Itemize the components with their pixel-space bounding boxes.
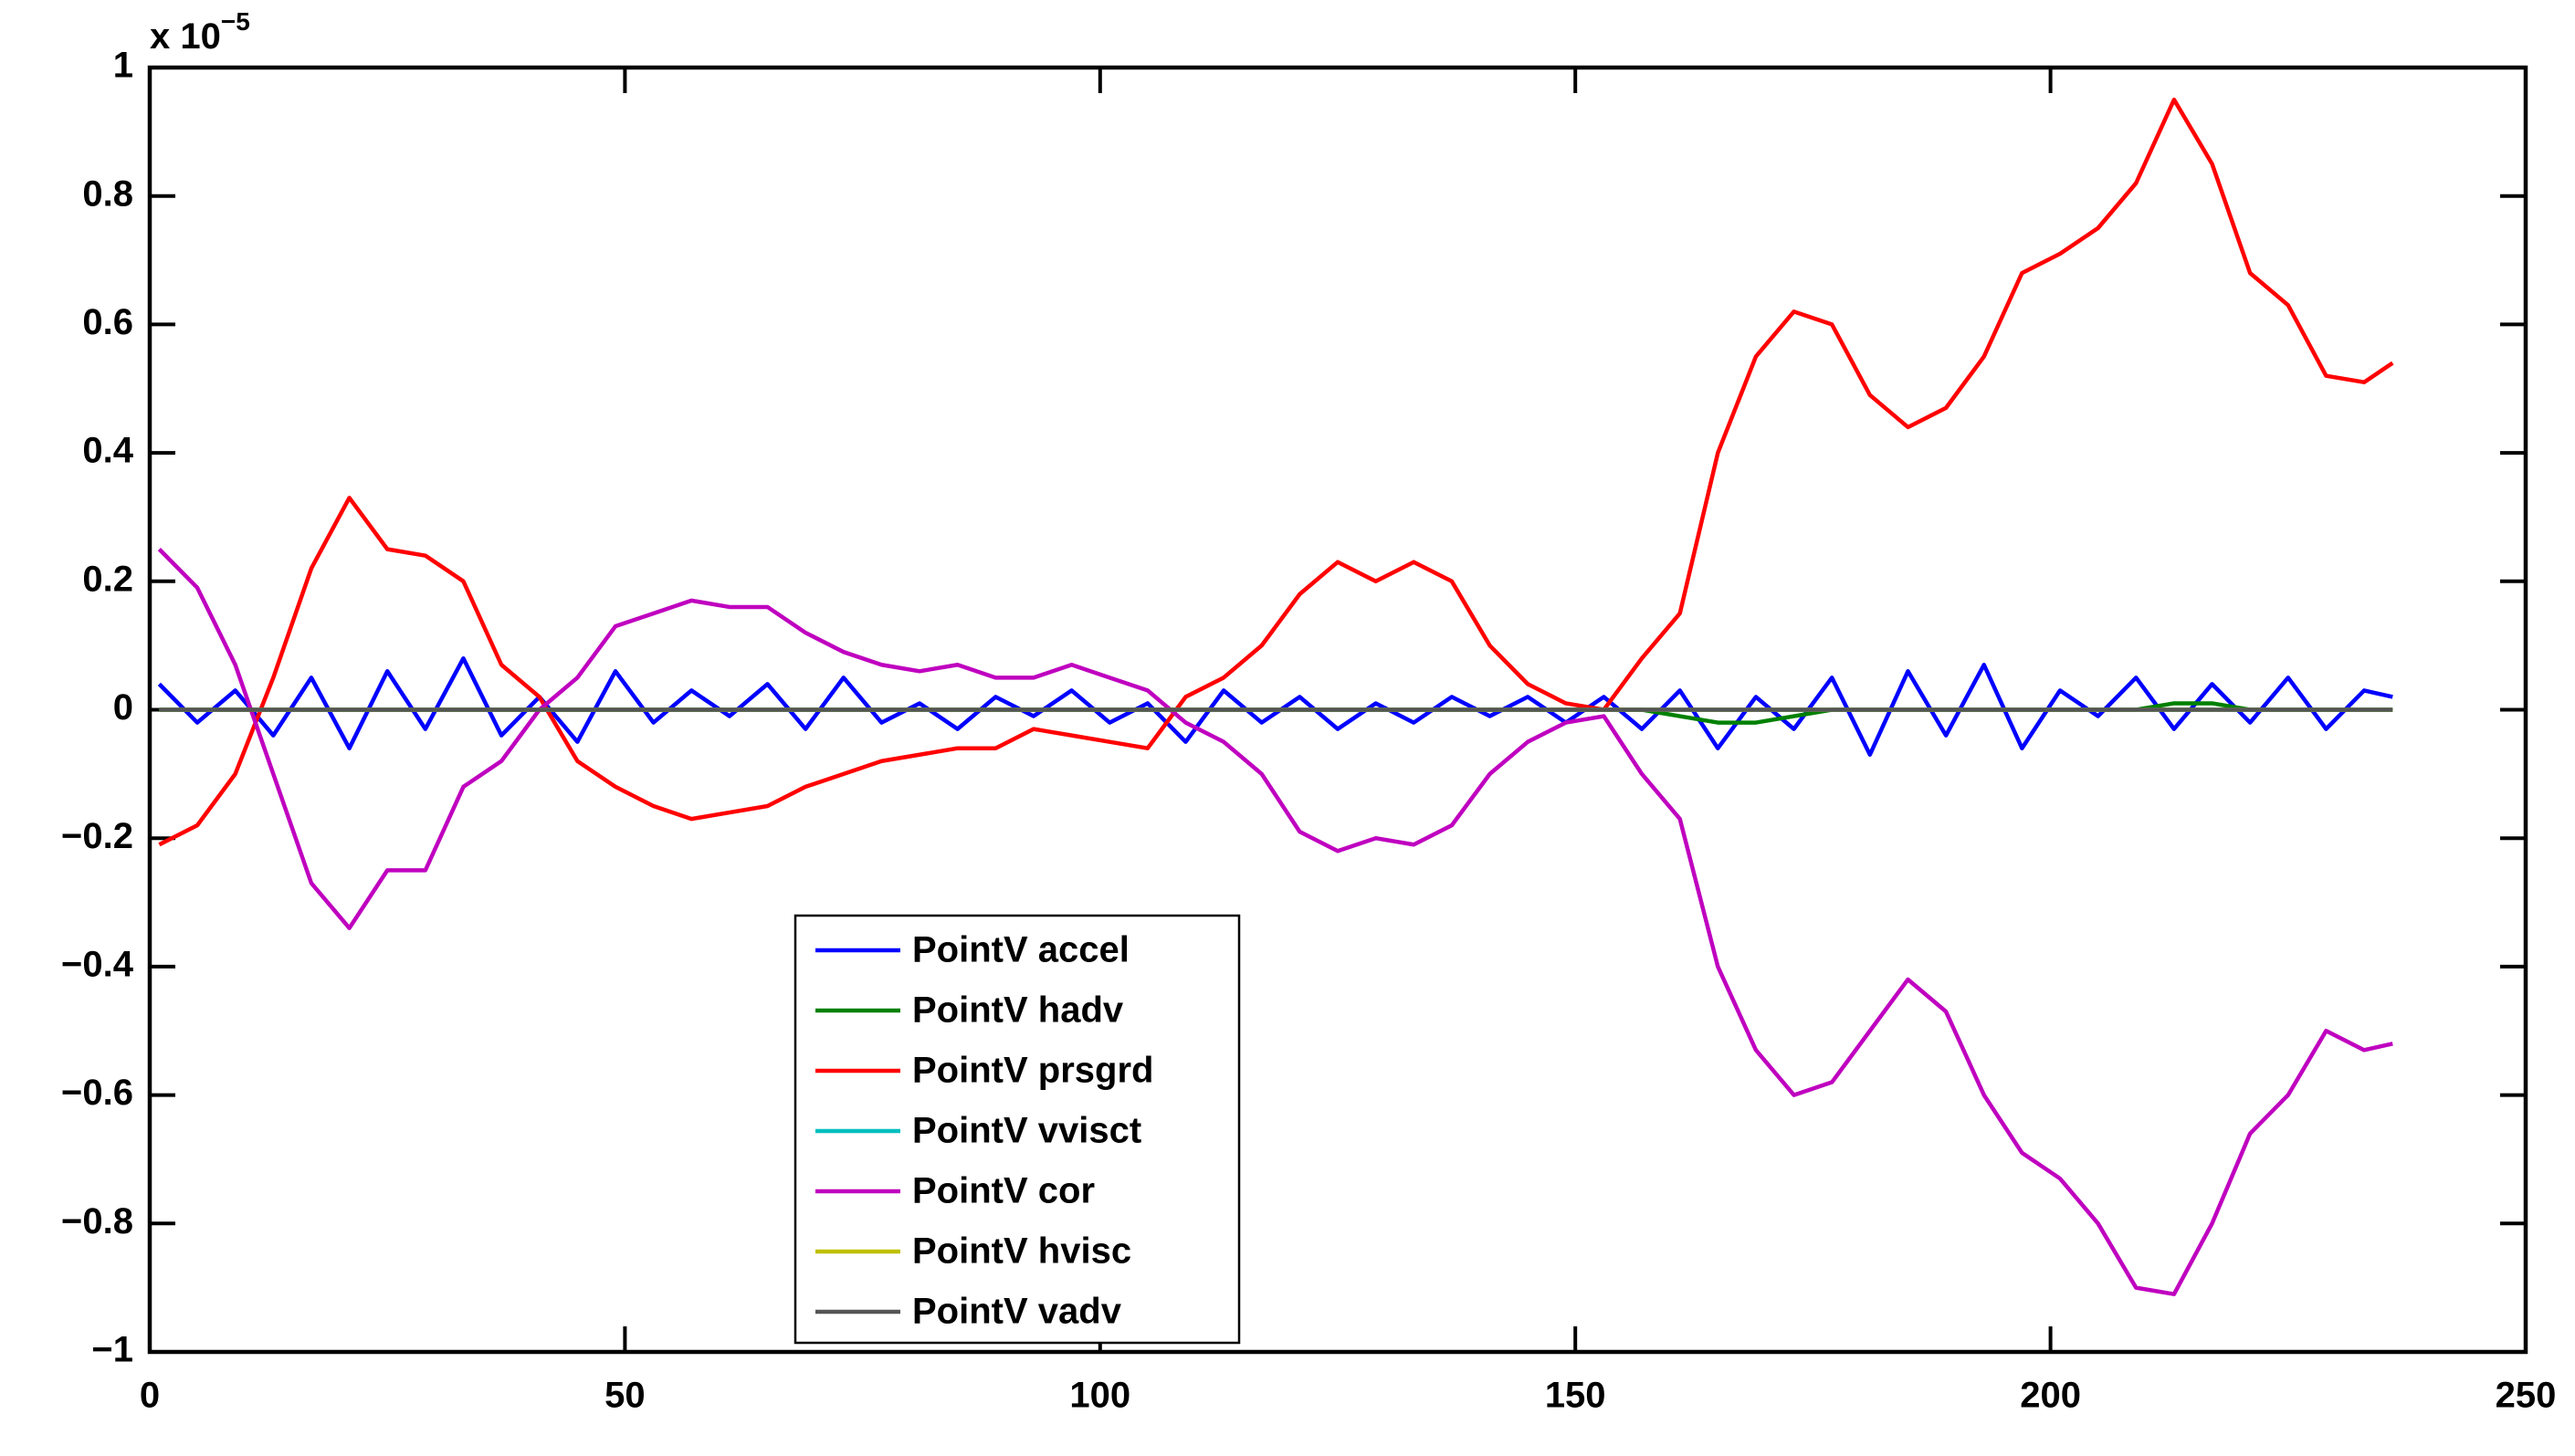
y-tick-label: 0.2: [82, 559, 133, 599]
x-tick-label: 0: [140, 1376, 160, 1416]
y-tick-label: 0: [113, 687, 133, 728]
legend-label: PointV cor: [912, 1171, 1095, 1211]
x-tick-label: 50: [604, 1376, 646, 1416]
y-multiplier: x 10−5: [150, 7, 250, 56]
series-line: [158, 97, 2394, 847]
x-tick-label: 250: [2496, 1376, 2557, 1416]
y-tick-label: 0.6: [82, 302, 133, 342]
y-tick-label: −1: [91, 1330, 133, 1370]
y-tick-label: 0.4: [82, 431, 133, 471]
x-tick-label: 100: [1069, 1376, 1130, 1416]
y-tick-label: −0.4: [61, 944, 134, 984]
y-tick-label: 0.8: [82, 173, 133, 214]
legend-label: PointV hvisc: [912, 1231, 1131, 1272]
y-tick-label: 1: [113, 46, 133, 86]
y-tick-label: −0.8: [61, 1201, 133, 1241]
plot-frame: [147, 65, 2528, 1355]
legend-label: PointV vadv: [912, 1292, 1122, 1332]
legend-label: PointV hadv: [912, 990, 1124, 1031]
y-tick-label: −0.2: [61, 816, 133, 856]
legend-label: PointV accel: [912, 930, 1130, 970]
legend-label: PointV prsgrd: [912, 1051, 1153, 1091]
legend-label: PointV vvisct: [912, 1111, 1141, 1151]
y-tick-label: −0.6: [61, 1073, 133, 1113]
x-tick-label: 200: [2020, 1376, 2081, 1416]
series-line: [157, 548, 2393, 1296]
y-multiplier-exponent: −5: [221, 7, 250, 36]
y-multiplier-base: x 10: [150, 16, 221, 57]
x-tick-label: 150: [1545, 1376, 1606, 1416]
